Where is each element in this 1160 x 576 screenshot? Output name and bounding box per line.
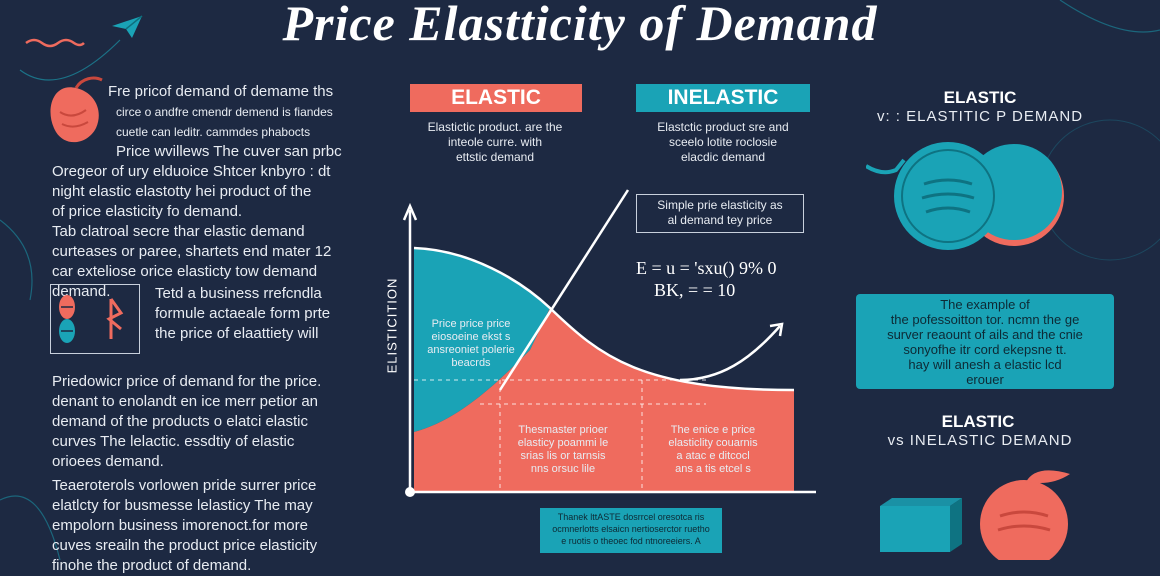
text-line: Priedowicr price of demand for the price… xyxy=(52,373,322,390)
text-line: nns orsuc lile xyxy=(530,463,596,475)
trend-arrow xyxy=(679,325,781,382)
left-paragraph-4: Teaeroterols vorlowen pride surrer price… xyxy=(52,476,344,576)
y-axis-label: ELISTICITION xyxy=(384,277,400,374)
right-heading-elastic: ELASTIC xyxy=(943,88,1017,107)
text-line: of price elasticity fo demand. xyxy=(52,203,243,220)
formula-icon-box xyxy=(50,284,140,354)
text-line: a atac e ditcocl xyxy=(676,450,750,462)
text-line: Tetd a business rrefcndla xyxy=(155,285,322,302)
fruit-icon xyxy=(50,76,103,143)
text-line: beacrds xyxy=(451,357,491,369)
text-line: Thanek lttASTE dosrrcel oresotca ris xyxy=(557,512,705,522)
text-line: formule actaeale form prte xyxy=(155,305,331,322)
elastic-description: Elastictic product. are the inteole curr… xyxy=(400,120,590,165)
red-region-text-left: Thesmaster prioer elasticy poammi le sri… xyxy=(498,424,628,476)
text-line: sceelo lotite roclosie xyxy=(668,135,778,149)
text-line: al demand tey price xyxy=(667,213,773,227)
text-line: elasticy poammi le xyxy=(517,437,609,449)
text-line: denant to enolandt en ice merr petior an xyxy=(52,393,319,410)
left-paragraph-1: Fre pricof demand of demame ths circe o … xyxy=(52,82,344,302)
text-line: eiosoeine ekst s xyxy=(431,331,511,343)
text-line: The enice e price xyxy=(670,424,756,436)
text-line: elatlcty for busmesse lelasticy The may xyxy=(52,497,313,514)
text-line: inteole curre. with xyxy=(447,135,543,149)
text-line: Teaeroterols vorlowen pride surrer price xyxy=(52,477,317,494)
text-line: sonyofhe itr cord ekepsne tt. xyxy=(903,342,1067,357)
text-line: Elastctic product sre and xyxy=(657,120,789,134)
text-line: The example of xyxy=(940,297,1030,312)
chain-icon xyxy=(25,38,85,48)
text-line: night elastic elastotty hei product of t… xyxy=(52,183,312,200)
right-heading-elastic-2: ELASTIC xyxy=(941,412,1015,431)
inelastic-description: Elastctic product sre and sceelo lotite … xyxy=(626,120,820,165)
elastic-label: ELASTIC xyxy=(410,84,582,112)
right-subheading-2: vs INELASTIC DEMAND xyxy=(887,432,1073,449)
elastic-region xyxy=(414,308,794,492)
bean-icon xyxy=(59,295,124,343)
text-line: ans a tis etcel s xyxy=(675,463,751,475)
note-box: Simple prie elasticity as al demand tey … xyxy=(636,194,804,233)
formula-line-2: BK, = = 10 xyxy=(654,280,736,300)
inelastic-region xyxy=(414,248,550,432)
text-line: car exteliose orice elasticty tow demand xyxy=(52,263,318,280)
text-line: Price price price xyxy=(431,318,511,330)
text-line: Oregeor of ury elduoice Shtcer knbyro : … xyxy=(52,163,331,180)
text-line: curves The lelactic. essdtiy of elastic xyxy=(52,433,295,450)
supply-line xyxy=(498,189,630,391)
text-line: demand of the products o elatci elastic xyxy=(52,413,308,430)
text-line: cuves sreailn the product price elastici… xyxy=(52,537,318,554)
text-line: Price wvillews The cuver san prbc xyxy=(116,143,342,160)
coins-icon xyxy=(866,142,1064,250)
text-line: orioees demand. xyxy=(52,453,164,470)
text-line: surver reaount of ails and the cnie xyxy=(887,327,1083,342)
formula-line-1: E = u = 'sxu() 9% 0 xyxy=(636,258,777,278)
text-line: Elastictic product. are the xyxy=(427,120,563,134)
text-line: cuetle can leditr. cammdes phabocts xyxy=(116,125,311,139)
left-paragraph-3: Priedowicr price of demand for the price… xyxy=(52,372,344,472)
page-title: Price Elastticity of Demand xyxy=(282,0,878,51)
fruit-box-icon xyxy=(880,470,1070,560)
text-line: ettstic demand xyxy=(455,150,535,164)
text-line: elasticlity couarnis xyxy=(668,437,758,449)
text-line: Simple prie elasticity as xyxy=(657,198,783,212)
text-line: erouer xyxy=(966,372,1004,387)
text-line: ansreoniet polerie xyxy=(427,344,515,356)
paper-plane-icon xyxy=(112,15,143,38)
text-line: Fre pricof demand of demame ths xyxy=(108,83,334,100)
text-line: circe o andfre cmendr demend is fiandes xyxy=(116,105,333,119)
teal-region-text: Price price price eiosoeine ekst s ansre… xyxy=(416,318,526,370)
inelastic-label: INELASTIC xyxy=(636,84,810,112)
text-line: ocmnerlotts elsaicn nertioserctor ruetho xyxy=(552,524,710,534)
example-box: The example of the pofessoitton tor. ncm… xyxy=(856,294,1114,389)
text-line: e ruotis o theoec fod ntnoreeiers. A xyxy=(561,536,701,546)
text-line: Thesmaster prioer xyxy=(518,424,608,436)
text-line: finohe the product of demand. xyxy=(52,557,252,574)
demand-curve xyxy=(413,246,795,392)
text-line: Tab clatroal secre thar elastic demand xyxy=(52,223,305,240)
text-line: elacdic demand xyxy=(680,150,766,164)
bottom-info-box: Thanek lttASTE dosrrcel oresotca ris ocm… xyxy=(540,508,722,553)
text-line: hay will anesh a elastic lcd xyxy=(908,357,1062,372)
left-paragraph-2: Tetd a business rrefcndla formule actaea… xyxy=(155,284,345,344)
text-line: the pofessoitton tor. ncmn the ge xyxy=(890,312,1080,327)
text-line: srias lis or tarnsis xyxy=(520,450,606,462)
red-region-text-right: The enice e price elasticlity couarnis a… xyxy=(648,424,778,476)
text-line: the price of elaattiety will xyxy=(155,325,319,342)
right-subheading-1: v: : ELASTITIC P DEMAND xyxy=(876,108,1084,125)
text-line: curteases or paree, shartets end mater 1… xyxy=(52,243,332,260)
text-line: empolorn business imorenoct.for more xyxy=(52,517,308,534)
demand-curve-graph xyxy=(402,189,816,497)
